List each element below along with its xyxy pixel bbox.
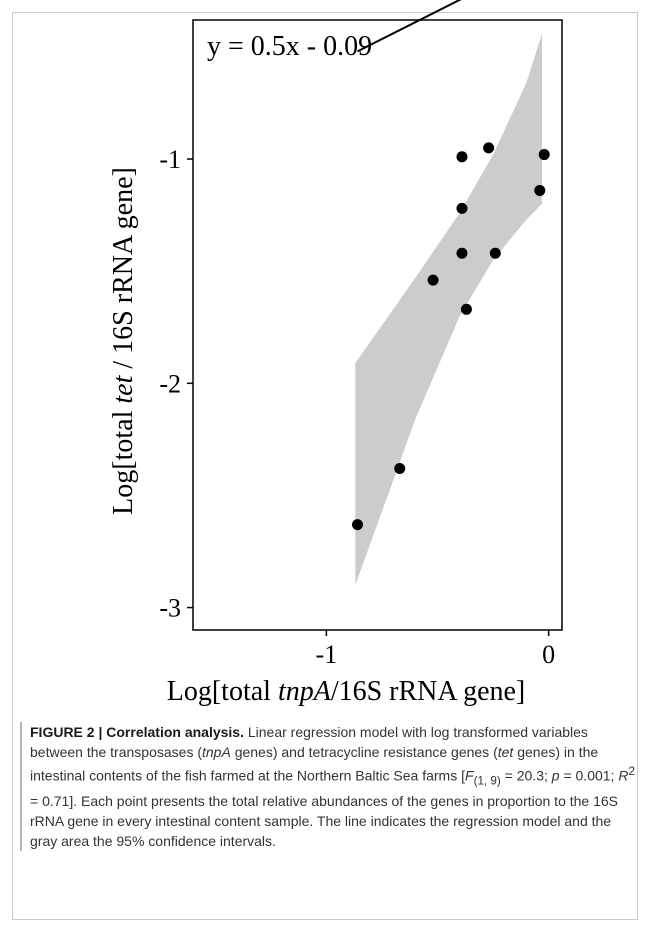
y-tick-label: -2 [159, 369, 181, 398]
data-point-2 [394, 463, 406, 475]
regression-line [357, 0, 462, 53]
regression-equation: y = 0.5x - 0.09 [207, 31, 372, 62]
y-axis-label: Log[total tet / 16S rRNA gene] [108, 167, 139, 515]
confidence-band [355, 33, 542, 586]
y-tick-label: -3 [159, 594, 181, 623]
plot-border [192, 19, 563, 631]
data-point-4 [456, 151, 468, 163]
x-tick-label: -1 [316, 640, 338, 669]
data-point-7 [460, 303, 472, 315]
data-point-1 [351, 519, 363, 531]
data-point-5 [456, 202, 468, 214]
data-point-11 [538, 149, 550, 161]
data-point-9 [489, 247, 501, 259]
y-tick-label: -1 [159, 145, 181, 174]
data-point-3 [427, 274, 439, 286]
x-tick-label: 0 [542, 640, 555, 669]
caption-label: FIGURE 2 | Correlation analysis. [30, 724, 244, 740]
x-axis-label: Log[total tnpA/16S rRNA gene] [167, 676, 526, 707]
data-point-8 [483, 142, 495, 154]
data-point-6 [456, 247, 468, 259]
data-point-10 [534, 184, 546, 196]
figure-caption: FIGURE 2 | Correlation analysis. Linear … [20, 722, 635, 852]
scatter-plot: -1 -2 -3 -1 0 y = 0.5x - 0.09 Log[total tnpA… [108, 0, 563, 707]
